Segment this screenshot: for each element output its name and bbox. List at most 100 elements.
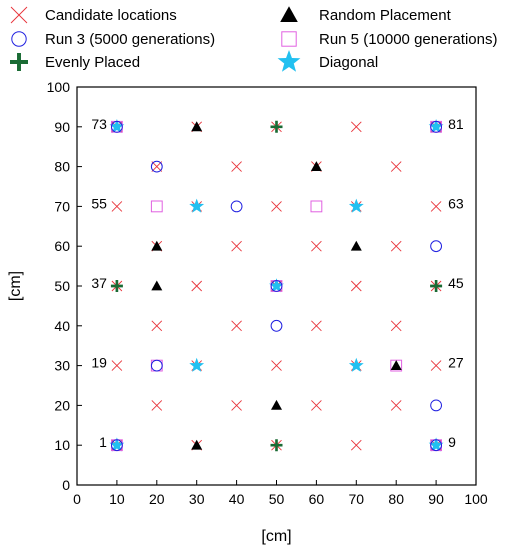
legend-marker-square [281,31,297,47]
legend-entry: Run 3 (5000 generations) [11,31,215,48]
legend-entry: Candidate locations [10,6,177,24]
point-star [428,119,444,134]
x-tick-label: 60 [309,491,325,507]
x-tick-label: 20 [149,491,165,507]
point-x [231,161,242,172]
point-circle [150,160,163,173]
x-tick-label: 70 [349,491,365,507]
point-circle [270,280,283,292]
point-circle [150,359,163,372]
legend-label: Evenly Placed [45,54,140,71]
x-tick-label: 10 [109,491,125,507]
legend-marker-star [277,50,301,72]
point-triangle [151,280,163,291]
y-tick-label: 10 [54,437,70,453]
point-plus [270,120,283,133]
point-square [150,200,163,213]
point-index-label: 1 [99,434,107,450]
point-triangle [390,360,402,370]
point-star [348,357,364,372]
point-index-label: 55 [91,195,107,211]
point-index-label: 81 [448,116,464,132]
legend-label: Run 5 (10000 generations) [319,31,497,48]
x-tick-label: 100 [464,491,488,507]
point-x [111,201,123,212]
point-star [269,278,284,293]
series-circle [111,120,443,452]
legend-entry: Evenly Placed [10,53,140,71]
legend-entry: Random Placement [280,6,452,24]
point-x [350,121,362,133]
y-tick-label: 100 [47,79,71,95]
point-x [191,280,203,292]
legend-label: Run 3 (5000 generations) [45,31,215,48]
legend-entry: Diagonal [277,50,378,72]
point-circle [430,240,443,253]
point-plus [270,439,283,452]
y-tick-label: 30 [54,358,70,374]
x-axis-label: [cm] [261,528,291,545]
x-tick-label: 40 [229,491,245,507]
point-index-label: 45 [448,275,464,291]
y-tick-label: 0 [62,477,70,493]
y-axis-label: [cm] [7,271,24,301]
legend-entry: Run 5 (10000 generations) [281,31,497,48]
point-triangle [191,439,203,450]
point-circle [111,439,123,452]
x-tick-label: 90 [428,491,444,507]
point-x [350,439,362,451]
y-tick-label: 50 [54,278,70,294]
point-star [189,357,205,372]
legend: Candidate locations Random Placement Run 3… [10,6,497,72]
point-x [111,360,123,371]
point-triangle [271,399,282,410]
point-x [231,320,242,332]
data-marks [109,119,444,452]
point-x [311,400,322,411]
y-tick-label: 90 [54,119,70,135]
point-x [390,161,402,172]
x-tick-label: 0 [73,491,81,507]
legend-label: Random Placement [319,7,452,24]
series-star [109,119,444,452]
series-plus [110,120,443,452]
point-x [151,161,163,172]
y-tick-label: 60 [54,238,70,254]
legend-label: Diagonal [319,54,378,71]
point-star [189,198,205,213]
point-circle [430,439,443,452]
point-triangle [310,161,322,171]
point-x [430,360,442,371]
point-plus [110,280,123,292]
point-x [271,360,282,371]
y-tick-label: 80 [54,159,70,175]
point-square [310,200,323,213]
point-plus [430,280,443,292]
point-star [109,437,125,452]
legend-marker-circle [11,31,27,47]
point-x [231,240,242,252]
point-circle [230,200,243,213]
x-tick-label: 50 [269,491,285,507]
x-tick-label: 80 [388,491,404,507]
legend-marker-plus [10,53,28,71]
point-circle [270,319,283,332]
legend-marker-triangle [280,6,298,23]
point-star [348,198,364,213]
point-index-label: 9 [448,434,456,450]
point-index-label: 37 [91,275,107,291]
plot-area: 0 10 20 30 40 50 60 70 80 90 100 0 10 20 30 40 50 60 70 80 9… [47,79,488,507]
point-x [390,240,402,252]
point-x [151,400,163,411]
point-index-label: 63 [448,195,464,211]
point-star [109,119,125,134]
point-x [311,240,322,252]
point-x [390,400,402,411]
point-x [271,201,282,212]
point-star [428,437,444,452]
point-triangle [350,240,362,251]
legend-marker-x [10,6,28,24]
x-tick-label: 30 [189,491,205,507]
point-index-label: 19 [91,355,107,371]
